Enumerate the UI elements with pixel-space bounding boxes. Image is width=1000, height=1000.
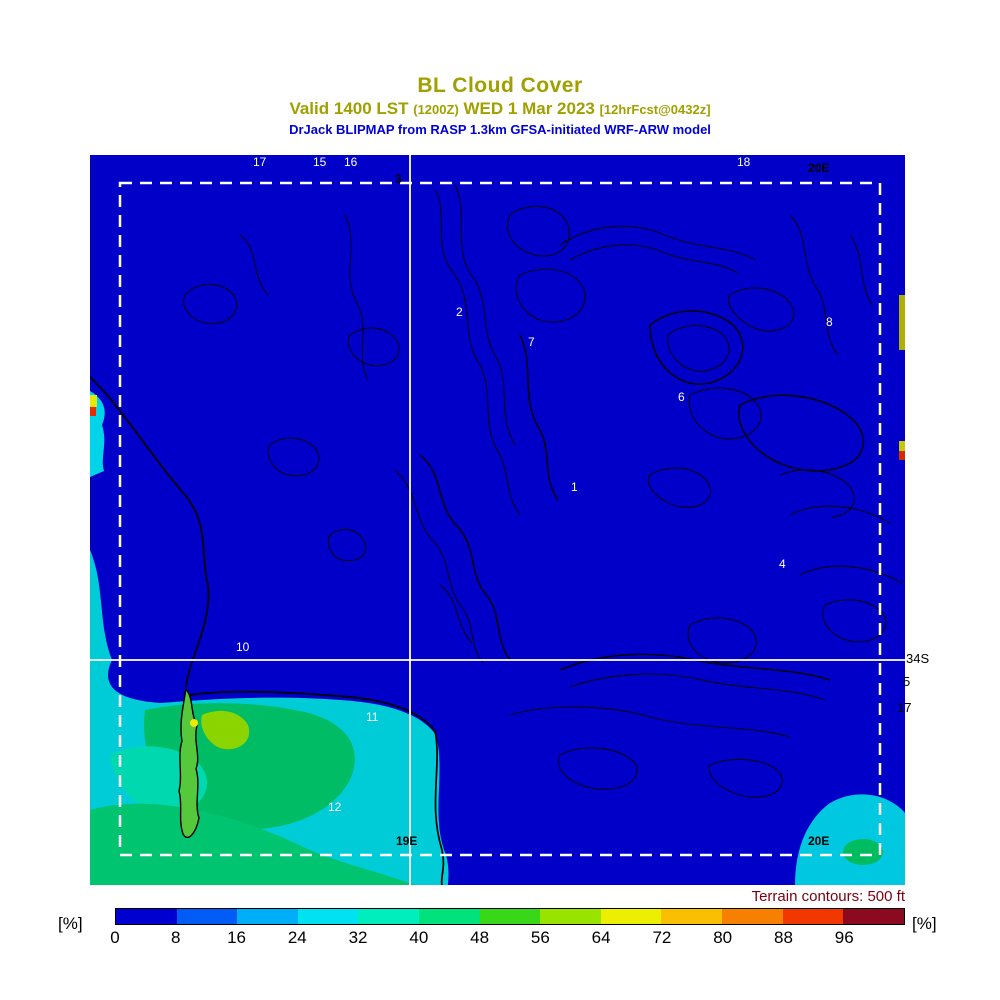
map-label-4: 4 (779, 557, 786, 571)
colorbar-segment-5 (419, 909, 480, 924)
map-label-1: 1 (571, 480, 578, 494)
map-label-10: 10 (236, 640, 250, 654)
valid-time: Valid 1400 LST (289, 99, 409, 118)
colorbar-tick-80: 80 (713, 928, 733, 947)
model-info-line: DrJack BLIPMAP from RASP 1.3km GFSA-init… (289, 122, 711, 137)
map-label-12: 12 (328, 800, 342, 814)
valid-zulu: (1200Z) (413, 102, 459, 117)
colorbar-segment-9 (661, 909, 723, 924)
map-label-16: 16 (344, 155, 358, 169)
map-label-19E: 19E (396, 834, 418, 848)
colorbar-tick-48: 48 (470, 928, 490, 947)
map-canvas: 17 15 16 18 3 20E 2 7 8 6 1 4 10 11 12 19E 20E (90, 155, 905, 885)
colorbar-tick-0: 0 (110, 928, 120, 947)
colorbar-segment-12 (843, 909, 904, 924)
colorbar-unit-left: [%] (58, 914, 83, 933)
header: BL Cloud Cover Valid 1400 LST (1200Z) WE… (0, 74, 1000, 137)
colorbar-segment-2 (237, 909, 298, 924)
colorbar-tick-64: 64 (591, 928, 611, 947)
colorbar-segment-11 (782, 909, 844, 924)
map-label-20E: 20E (808, 161, 830, 175)
valid-time-line: Valid 1400 LST (1200Z) WED 1 Mar 2023 [1… (0, 99, 1000, 119)
map-label-17: 17 (253, 155, 267, 169)
map-label-layer: 17 15 16 18 3 20E 2 7 8 6 1 4 10 11 12 19E 20E (90, 155, 905, 885)
colorbar-tick-40: 40 (409, 928, 429, 947)
edge-label-5: 5 (903, 674, 911, 689)
colorbar-tick-56: 56 (530, 928, 550, 947)
colorbar-unit-right: [%] (912, 914, 937, 933)
edge-label-34S: 34S (906, 651, 930, 666)
colorbar-tick-72: 72 (652, 928, 672, 947)
colorbar-tick-16: 16 (227, 928, 246, 947)
colorbar-tick-96: 96 (834, 928, 854, 947)
page-title: BL Cloud Cover (417, 74, 583, 97)
colorbar-segment-8 (600, 909, 662, 924)
map-label-18: 18 (737, 155, 751, 169)
colorbar-tick-8: 8 (171, 928, 181, 947)
forecast-run-info: [12hrFcst@0432z] (599, 102, 711, 117)
colorbar-segment-10 (722, 909, 783, 924)
map-label-8: 8 (826, 315, 833, 329)
map-label-11: 11 (366, 710, 379, 724)
map-label-6: 6 (678, 390, 685, 404)
colorbar-segment-7 (540, 909, 601, 924)
edge-label-17: 17 (897, 700, 912, 715)
map-label-3: 3 (395, 172, 402, 186)
colorbar-tick-32: 32 (348, 928, 368, 947)
colorbar-segment-1 (176, 909, 238, 924)
map-label-15: 15 (313, 155, 327, 169)
colorbar-segment-3 (297, 909, 359, 924)
colorbar (115, 908, 905, 925)
map-label-20E: 20E (808, 834, 830, 848)
colorbar-segment-4 (358, 909, 420, 924)
map-label-7: 7 (528, 335, 535, 349)
colorbar-segment-6 (479, 909, 541, 924)
terrain-contours-note: Terrain contours: 500 ft (751, 888, 905, 905)
map-label-2: 2 (456, 305, 463, 319)
colorbar-segment-0 (116, 909, 177, 924)
map-graphic (90, 155, 905, 885)
valid-date: WED 1 Mar 2023 (463, 99, 595, 118)
colorbar-tick-88: 88 (773, 928, 793, 947)
colorbar-tick-24: 24 (287, 928, 307, 947)
